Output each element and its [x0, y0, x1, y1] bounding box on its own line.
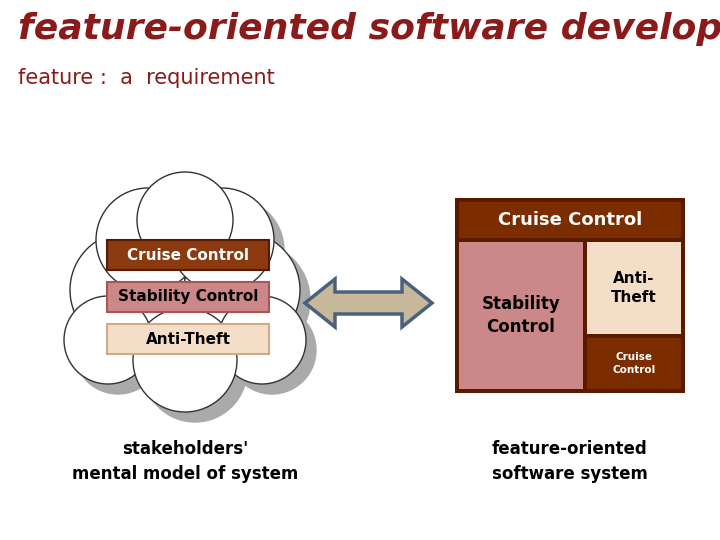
- Text: Cruise Control: Cruise Control: [498, 211, 642, 229]
- Circle shape: [107, 227, 263, 383]
- Text: Stability Control: Stability Control: [118, 289, 258, 305]
- Circle shape: [170, 188, 274, 292]
- Text: Anti-Theft: Anti-Theft: [145, 332, 230, 347]
- Bar: [587, 242, 681, 334]
- Circle shape: [147, 182, 243, 278]
- Text: feature-oriented software development: feature-oriented software development: [18, 12, 720, 46]
- Text: stakeholders'
mental model of system: stakeholders' mental model of system: [72, 440, 298, 483]
- Polygon shape: [305, 279, 432, 327]
- Circle shape: [137, 172, 233, 268]
- Circle shape: [106, 198, 210, 302]
- Circle shape: [70, 232, 186, 348]
- FancyBboxPatch shape: [107, 324, 269, 354]
- Circle shape: [64, 296, 152, 384]
- Text: feature-oriented
software system: feature-oriented software system: [492, 440, 648, 483]
- Circle shape: [143, 318, 247, 422]
- Text: Stability
Control: Stability Control: [482, 295, 560, 336]
- Circle shape: [180, 198, 284, 302]
- Circle shape: [228, 306, 316, 394]
- Circle shape: [96, 188, 200, 292]
- Text: feature :  a  requirement: feature : a requirement: [18, 68, 275, 88]
- Text: Anti-
Theft: Anti- Theft: [611, 271, 657, 305]
- Circle shape: [218, 296, 306, 384]
- Circle shape: [80, 242, 196, 358]
- Text: Cruise
Control: Cruise Control: [613, 352, 656, 375]
- Circle shape: [184, 232, 300, 348]
- FancyBboxPatch shape: [107, 282, 269, 312]
- Circle shape: [194, 242, 310, 358]
- Bar: [455, 198, 685, 393]
- Bar: [459, 242, 583, 389]
- Circle shape: [74, 306, 162, 394]
- Bar: [459, 202, 681, 238]
- FancyBboxPatch shape: [107, 240, 269, 270]
- Bar: [587, 338, 681, 389]
- Circle shape: [117, 237, 273, 393]
- Text: Cruise Control: Cruise Control: [127, 247, 249, 262]
- Circle shape: [133, 308, 237, 412]
